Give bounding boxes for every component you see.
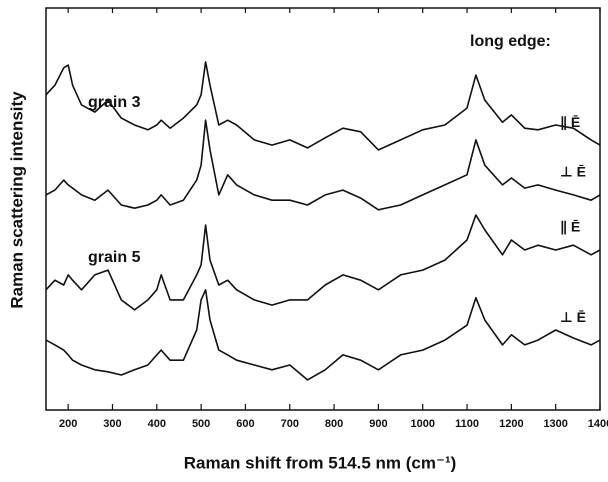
y-axis-label: Raman scattering intensity: [7, 91, 26, 309]
line-series: [45, 119, 601, 211]
series-label: ⊥ Ē: [560, 164, 586, 180]
x-tick-label: 400: [148, 418, 166, 430]
series-label: ⊥ Ē: [560, 309, 586, 325]
plot-frame: [45, 7, 601, 411]
x-axis-label: Raman shift from 514.5 nm (cm⁻¹): [184, 453, 457, 472]
series-label: ∥ Ē: [560, 114, 580, 130]
x-tick-label: 1300: [543, 418, 567, 430]
x-tick-label: 800: [325, 418, 343, 430]
line-series: [45, 214, 601, 311]
annotation: long edge:: [470, 33, 551, 50]
line-series: [45, 289, 601, 381]
x-tick-label: 1200: [499, 418, 523, 430]
x-tick-label: 700: [281, 418, 299, 430]
x-tick-label: 1400: [588, 418, 608, 430]
x-tick-label: 1000: [410, 418, 434, 430]
x-tick-label: 500: [192, 418, 210, 430]
x-tick-label: 1100: [455, 418, 479, 430]
x-tick-label: 900: [369, 418, 387, 430]
annotation: grain 5: [88, 249, 141, 266]
x-tick-label: 600: [236, 418, 254, 430]
x-tick-label: 300: [103, 418, 121, 430]
x-tick-label: 200: [59, 418, 77, 430]
line-series: [45, 61, 601, 151]
series-label: ∥ Ē: [560, 219, 580, 235]
